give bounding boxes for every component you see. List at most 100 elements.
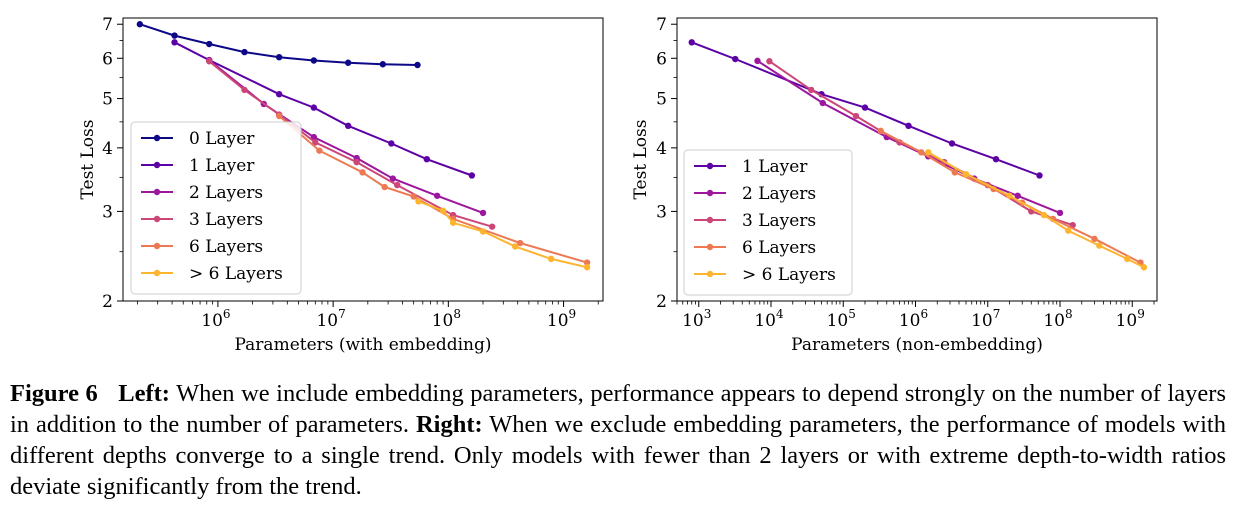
legend: 1 Layer 2 Layers 3 Layers 6 Layers > 6 Layer… — [683, 149, 853, 296]
data-point — [918, 149, 925, 156]
data-point — [394, 181, 401, 189]
y-tick-label: 2 — [102, 292, 113, 312]
y-tick-label: 5 — [656, 90, 667, 110]
legend-label: > 6 Layers — [742, 265, 836, 285]
legend-item: > 6 Layers — [141, 264, 283, 284]
y-axis-label: Test Loss — [78, 119, 98, 199]
data-point — [275, 112, 283, 120]
legend-item: 6 Layers — [141, 237, 263, 257]
x-tick-label: 109 — [1116, 307, 1145, 331]
data-point — [275, 53, 283, 61]
data-point — [344, 59, 352, 66]
legend-label: 2 Layers — [189, 183, 263, 203]
legend-item: 0 Layer — [141, 129, 255, 149]
data-point — [948, 140, 956, 147]
legend-swatch-marker — [153, 269, 161, 277]
data-point — [388, 140, 395, 147]
y-tick-label: 3 — [656, 202, 667, 222]
x-axis-label: Parameters (non-embedding) — [791, 335, 1043, 355]
legend-label: 6 Layers — [189, 237, 263, 257]
data-point — [205, 58, 213, 65]
legend-item: 3 Layers — [694, 211, 816, 231]
data-point — [468, 172, 476, 179]
data-point — [1056, 209, 1064, 217]
data-point — [359, 169, 366, 176]
series-0-layer — [136, 21, 421, 69]
legend-swatch-marker — [706, 270, 714, 278]
data-point — [951, 169, 959, 176]
y-tick-label: 4 — [102, 139, 113, 159]
data-point — [310, 133, 318, 141]
y-axis-label: Test Loss — [631, 119, 651, 199]
data-point — [310, 104, 318, 111]
data-point — [877, 127, 884, 135]
caption-left-text: When we include embedding parameters, pe… — [10, 380, 1226, 438]
data-point — [381, 183, 388, 191]
data-point — [754, 57, 761, 65]
legend-label: 6 Layers — [742, 238, 816, 258]
caption-right-head: Right: — [415, 411, 483, 438]
series-6-layers — [415, 198, 591, 271]
y-tick-label: 6 — [102, 49, 113, 69]
data-point — [925, 149, 932, 156]
legend-item: > 6 Layers — [694, 265, 836, 285]
caption-right-text: When we exclude embedding parameters, th… — [10, 411, 1226, 500]
series-line — [174, 41, 473, 177]
data-point — [583, 264, 591, 271]
data-point — [241, 48, 248, 56]
data-point — [819, 99, 826, 107]
caption-left-head: Left: — [118, 380, 170, 407]
data-point — [1065, 227, 1072, 234]
legend-item: 2 Layers — [141, 183, 263, 203]
legend-label: > 6 Layers — [189, 264, 283, 284]
y-tick-label: 3 — [102, 202, 113, 222]
x-tick-label: 106 — [899, 307, 928, 331]
figure-caption: Figure 6 Left: When we include embedding… — [10, 378, 1226, 502]
data-point — [171, 39, 178, 46]
series-6-layers — [275, 112, 591, 266]
figure-label: Figure 6 — [10, 380, 98, 407]
data-point — [275, 90, 283, 98]
x-tick-label: 107 — [316, 307, 345, 331]
legend-label: 3 Layers — [189, 210, 263, 230]
data-point — [1014, 192, 1021, 199]
data-point — [962, 171, 970, 178]
y-tick-label: 2 — [656, 292, 667, 312]
legend-label: 3 Layers — [742, 211, 816, 231]
data-point — [171, 32, 178, 39]
x-tick-label: 106 — [201, 307, 230, 331]
data-point — [136, 21, 144, 28]
data-point — [344, 122, 352, 130]
legend-label: 2 Layers — [742, 184, 816, 204]
legend-item: 1 Layer — [694, 157, 808, 177]
data-point — [766, 58, 773, 65]
plot-frame — [676, 17, 1158, 302]
data-point — [905, 122, 912, 130]
series-line — [927, 151, 1145, 269]
data-point — [389, 175, 397, 182]
data-point — [433, 192, 441, 199]
data-point — [316, 147, 323, 154]
y-tick-label: 5 — [102, 90, 113, 110]
data-point — [547, 255, 555, 263]
data-point — [205, 40, 213, 48]
data-point — [312, 139, 319, 146]
legend-swatch-marker — [153, 188, 161, 196]
data-point — [353, 158, 360, 166]
legend-swatch-marker — [706, 243, 714, 251]
y-tick-label: 7 — [656, 15, 667, 35]
legend: 0 Layer 1 Layer 2 Layers 3 Layers 6 Layers > … — [130, 121, 302, 295]
legend-label: 1 Layer — [742, 157, 808, 177]
legend-item: 3 Layers — [141, 210, 263, 230]
y-tick-label: 4 — [656, 139, 667, 159]
data-point — [511, 243, 519, 250]
x-tick-label: 104 — [754, 307, 784, 331]
legend-label: 0 Layer — [189, 129, 255, 149]
data-point — [992, 155, 1000, 163]
data-point — [410, 193, 417, 200]
x-tick-label: 105 — [827, 307, 856, 331]
data-point — [479, 209, 487, 217]
data-point — [688, 39, 695, 46]
legend-swatch-marker — [153, 242, 161, 250]
data-point — [241, 86, 248, 94]
